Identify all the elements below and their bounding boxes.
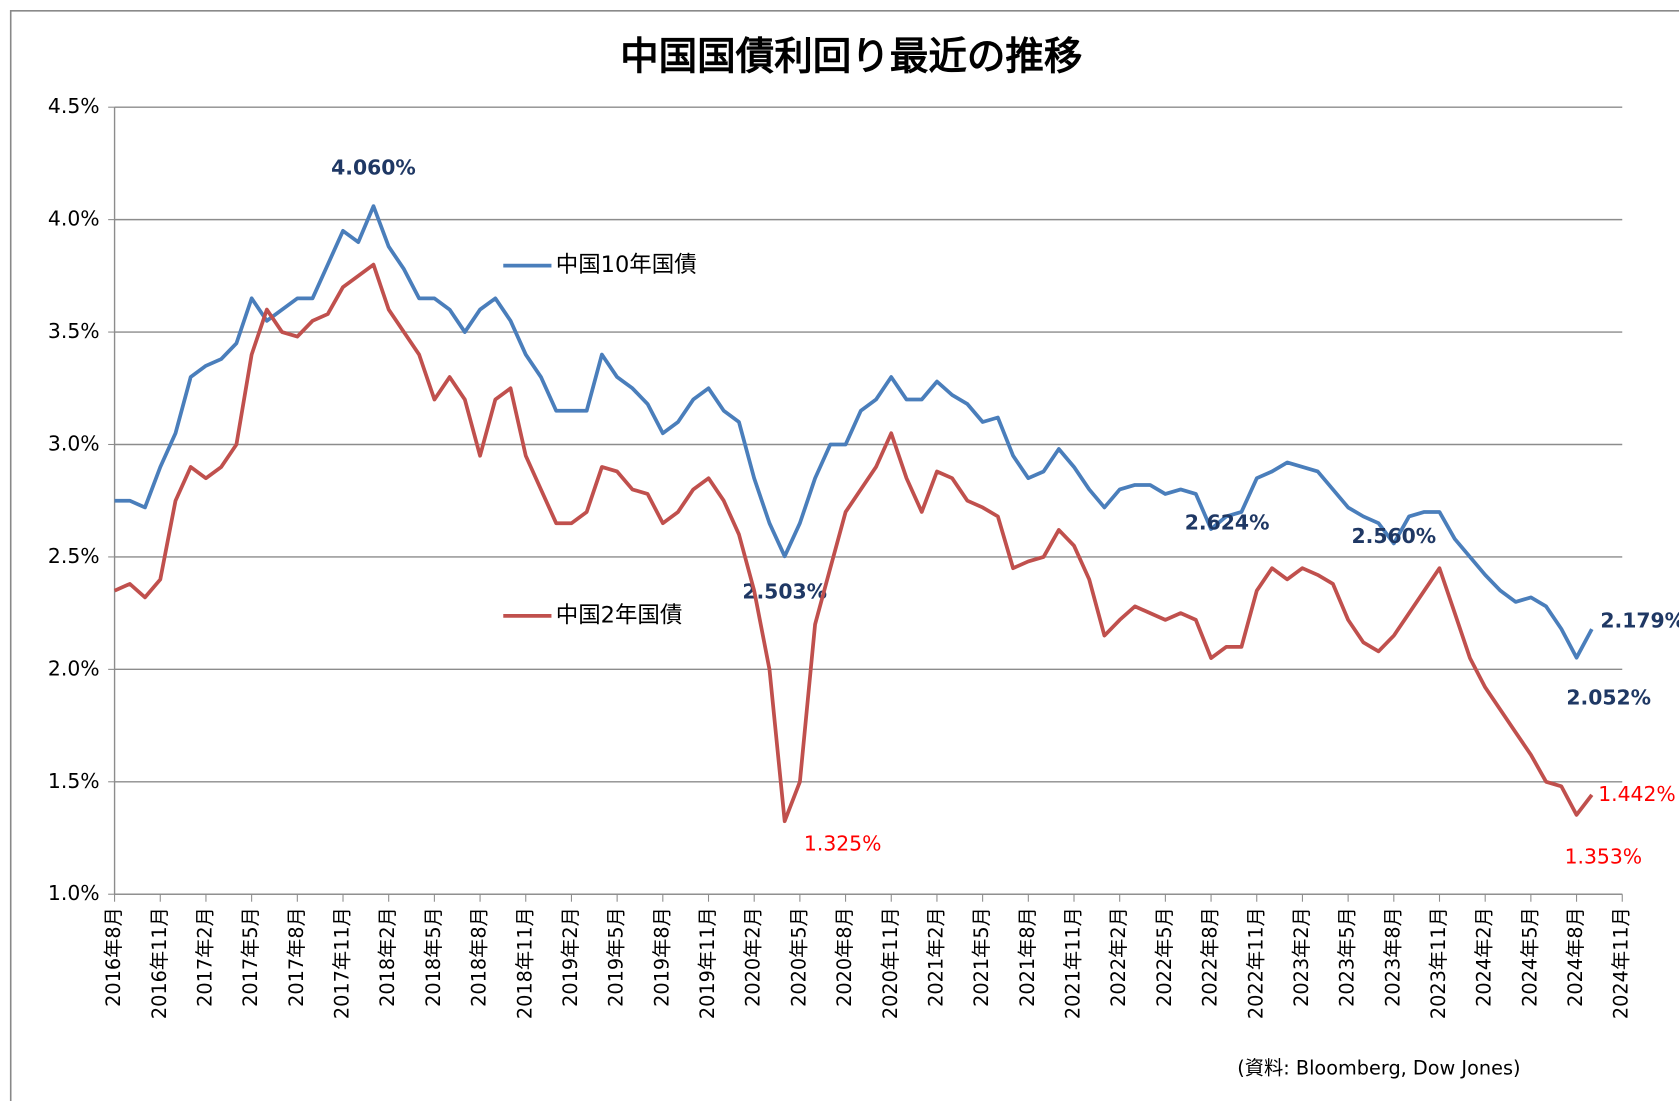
- data-label: 1.442%: [1598, 782, 1676, 806]
- y-tick-label: 1.5%: [48, 769, 100, 793]
- data-label: 4.060%: [331, 156, 416, 180]
- x-tick-label: 2023年5月: [1336, 907, 1359, 1007]
- x-tick-label: 2023年2月: [1290, 907, 1313, 1007]
- data-label: 2.560%: [1351, 524, 1436, 548]
- x-tick-label: 2016年11月: [148, 907, 171, 1019]
- x-tick-label: 2021年8月: [1016, 907, 1039, 1007]
- x-tick-label: 2019年2月: [559, 907, 582, 1007]
- x-tick-label: 2023年8月: [1381, 907, 1404, 1007]
- x-tick-label: 2021年11月: [1062, 907, 1085, 1019]
- x-tick-label: 2022年11月: [1244, 907, 1267, 1019]
- x-tick-label: 2020年11月: [879, 907, 902, 1019]
- x-tick-label: 2018年2月: [376, 907, 399, 1007]
- x-tick-label: 2024年5月: [1518, 907, 1541, 1007]
- x-tick-label: 2024年11月: [1610, 907, 1633, 1019]
- source-note: (資料: Bloomberg, Dow Jones): [1237, 1056, 1520, 1079]
- x-tick-label: 2024年2月: [1473, 907, 1496, 1007]
- data-label: 2.052%: [1566, 685, 1651, 709]
- x-tick-label: 2019年5月: [605, 907, 628, 1007]
- y-tick-label: 3.5%: [48, 319, 100, 343]
- data-label: 2.624%: [1185, 511, 1270, 535]
- x-tick-label: 2022年2月: [1107, 907, 1130, 1007]
- x-tick-label: 2021年2月: [924, 907, 947, 1007]
- x-tick-label: 2023年11月: [1427, 907, 1450, 1019]
- y-tick-label: 2.5%: [48, 544, 100, 568]
- x-tick-label: 2017年8月: [285, 907, 308, 1007]
- y-tick-label: 3.0%: [48, 431, 100, 455]
- data-label: 2.179%: [1600, 609, 1679, 633]
- series-line: [114, 204, 1594, 660]
- legend-label: 中国2年国債: [556, 602, 683, 628]
- x-tick-label: 2022年5月: [1153, 907, 1176, 1007]
- x-tick-label: 2017年11月: [331, 907, 354, 1019]
- series-line: [113, 262, 1594, 824]
- x-tick-label: 2017年2月: [193, 907, 216, 1007]
- x-tick-label: 2018年5月: [422, 907, 445, 1007]
- x-tick-label: 2020年8月: [833, 907, 856, 1007]
- x-tick-label: 2016年8月: [102, 907, 125, 1007]
- data-label: 2.503%: [742, 580, 827, 604]
- y-tick-label: 4.0%: [48, 207, 100, 231]
- y-tick-label: 4.5%: [48, 94, 100, 118]
- x-tick-label: 2022年8月: [1199, 907, 1222, 1007]
- x-tick-label: 2018年8月: [468, 907, 491, 1007]
- y-tick-label: 2.0%: [48, 656, 100, 680]
- data-label: 1.325%: [804, 832, 882, 856]
- data-label: 1.353%: [1565, 845, 1643, 869]
- x-tick-label: 2021年5月: [970, 907, 993, 1007]
- chart-title: 中国国債利回り最近の推移: [620, 35, 1082, 80]
- x-tick-label: 2020年2月: [742, 907, 765, 1007]
- x-tick-label: 2019年8月: [650, 907, 673, 1007]
- x-tick-label: 2018年11月: [513, 907, 536, 1019]
- x-tick-label: 2020年5月: [787, 907, 810, 1007]
- x-tick-label: 2024年8月: [1564, 907, 1587, 1007]
- chart-frame: [9, 10, 1679, 1101]
- legend-label: 中国10年国債: [556, 252, 697, 278]
- x-tick-label: 2019年11月: [696, 907, 719, 1019]
- x-tick-label: 2017年5月: [239, 907, 262, 1007]
- y-tick-label: 1.0%: [48, 881, 100, 905]
